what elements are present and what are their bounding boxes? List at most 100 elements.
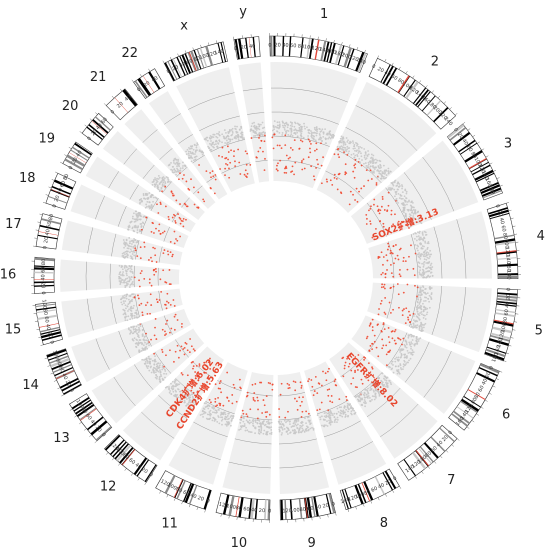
- cn-point: [164, 386, 167, 389]
- cn-point: [216, 404, 219, 407]
- cn-point: [396, 372, 399, 375]
- cn-point: [166, 319, 169, 322]
- cn-point: [407, 218, 409, 221]
- cn-point: [371, 395, 374, 397]
- cn-point: [343, 367, 346, 370]
- cn-point: [130, 240, 133, 242]
- track-gridline: [158, 290, 163, 311]
- cn-point: [303, 167, 306, 170]
- tick-mark: [233, 36, 235, 40]
- cn-point: [339, 414, 342, 417]
- tick-label: 20: [240, 44, 247, 51]
- cn-point: [422, 302, 424, 305]
- cn-point: [427, 253, 429, 256]
- cn-point: [224, 137, 226, 140]
- tick-mark: [325, 38, 327, 42]
- cn-point: [130, 275, 133, 278]
- cn-point: [260, 427, 263, 430]
- cn-point: [253, 121, 255, 124]
- cn-point: [189, 396, 191, 399]
- track-gridline: [111, 233, 117, 257]
- cn-point: [243, 137, 245, 140]
- cn-point: [203, 200, 206, 203]
- cn-point: [255, 129, 258, 131]
- cn-point: [339, 140, 342, 142]
- cn-point: [364, 388, 367, 391]
- cn-point: [171, 216, 174, 219]
- cn-point: [209, 409, 212, 412]
- cn-point: [134, 312, 136, 314]
- chromosome-label-17: 17: [5, 217, 22, 232]
- cn-point: [260, 425, 262, 428]
- cn-point: [352, 170, 355, 173]
- cn-point: [133, 254, 136, 257]
- cn-point: [412, 216, 414, 219]
- cn-point: [140, 222, 143, 225]
- cn-point: [431, 266, 434, 268]
- cn-point: [364, 153, 367, 155]
- cn-point: [387, 245, 390, 248]
- track-gridline: [158, 394, 188, 419]
- cn-point: [345, 137, 348, 139]
- track-gridline: [205, 400, 235, 415]
- cn-point: [406, 283, 409, 286]
- cn-point: [423, 300, 425, 302]
- cn-point: [352, 142, 355, 144]
- cn-point: [127, 250, 129, 253]
- cn-point: [186, 395, 189, 398]
- cn-point: [130, 307, 133, 310]
- cn-point: [407, 318, 410, 321]
- cn-point: [169, 241, 172, 243]
- cn-point: [221, 133, 224, 136]
- tick-mark: [166, 494, 169, 498]
- cn-point: [294, 423, 297, 426]
- cn-point: [316, 414, 319, 416]
- cn-point: [379, 220, 381, 223]
- cn-point: [298, 427, 301, 430]
- cn-point: [268, 422, 271, 425]
- cn-point: [267, 420, 270, 422]
- cn-point: [371, 318, 374, 321]
- cn-point: [124, 316, 127, 319]
- tick-mark: [456, 438, 460, 441]
- cn-point: [159, 233, 162, 235]
- cn-point: [245, 419, 248, 422]
- cn-point: [120, 301, 123, 304]
- cn-point: [207, 404, 210, 407]
- cn-point: [198, 364, 201, 367]
- cn-point: [398, 349, 401, 351]
- cn-point: [402, 291, 405, 294]
- cn-point: [399, 226, 402, 229]
- cn-point: [261, 131, 263, 134]
- cn-point: [132, 293, 134, 296]
- cn-point: [181, 322, 183, 325]
- tick-mark: [103, 103, 107, 106]
- cn-point: [282, 424, 285, 427]
- cn-point: [334, 378, 337, 381]
- cn-point: [210, 187, 212, 190]
- cn-point: [170, 393, 173, 395]
- cn-point: [367, 395, 370, 397]
- cn-point: [135, 309, 138, 312]
- cn-point: [286, 433, 289, 435]
- track-gridline: [129, 184, 139, 200]
- cn-point: [353, 413, 356, 415]
- cn-point: [430, 297, 433, 300]
- cn-point: [424, 288, 427, 290]
- cn-point: [392, 371, 395, 374]
- cn-point: [124, 284, 127, 287]
- cn-point: [430, 292, 433, 294]
- cn-point: [369, 165, 372, 168]
- cn-point: [356, 144, 358, 147]
- cn-point: [427, 242, 430, 245]
- cn-point: [408, 310, 410, 313]
- cn-point: [194, 400, 197, 403]
- tick-mark: [454, 113, 458, 116]
- cn-point: [354, 163, 357, 166]
- cn-point: [168, 386, 170, 388]
- cn-point: [237, 133, 239, 136]
- cn-point: [148, 369, 151, 372]
- cn-point: [237, 139, 240, 141]
- cn-point: [428, 287, 431, 290]
- cn-point: [145, 343, 148, 346]
